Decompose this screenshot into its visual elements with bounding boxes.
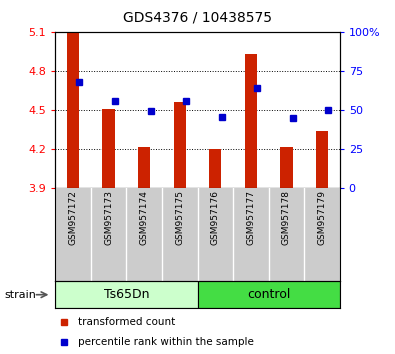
Bar — [102, 109, 115, 188]
Text: GSM957173: GSM957173 — [104, 190, 113, 245]
Text: GSM957179: GSM957179 — [318, 190, 326, 245]
Text: GDS4376 / 10438575: GDS4376 / 10438575 — [123, 11, 272, 25]
Bar — [280, 147, 293, 188]
Text: GSM957172: GSM957172 — [69, 190, 77, 245]
Bar — [67, 33, 79, 188]
Text: control: control — [247, 288, 290, 301]
Text: Ts65Dn: Ts65Dn — [103, 288, 149, 301]
Text: strain: strain — [4, 290, 36, 300]
Bar — [55, 281, 198, 308]
Bar — [245, 54, 257, 188]
Text: percentile rank within the sample: percentile rank within the sample — [78, 337, 254, 347]
Text: transformed count: transformed count — [78, 318, 175, 327]
Bar — [198, 281, 340, 308]
Text: GSM957177: GSM957177 — [246, 190, 255, 245]
Text: GSM957178: GSM957178 — [282, 190, 291, 245]
Bar — [138, 147, 150, 188]
Bar — [173, 102, 186, 188]
Bar — [209, 149, 222, 188]
Text: GSM957175: GSM957175 — [175, 190, 184, 245]
Text: GSM957176: GSM957176 — [211, 190, 220, 245]
Bar — [316, 131, 328, 188]
Text: GSM957174: GSM957174 — [140, 190, 149, 245]
